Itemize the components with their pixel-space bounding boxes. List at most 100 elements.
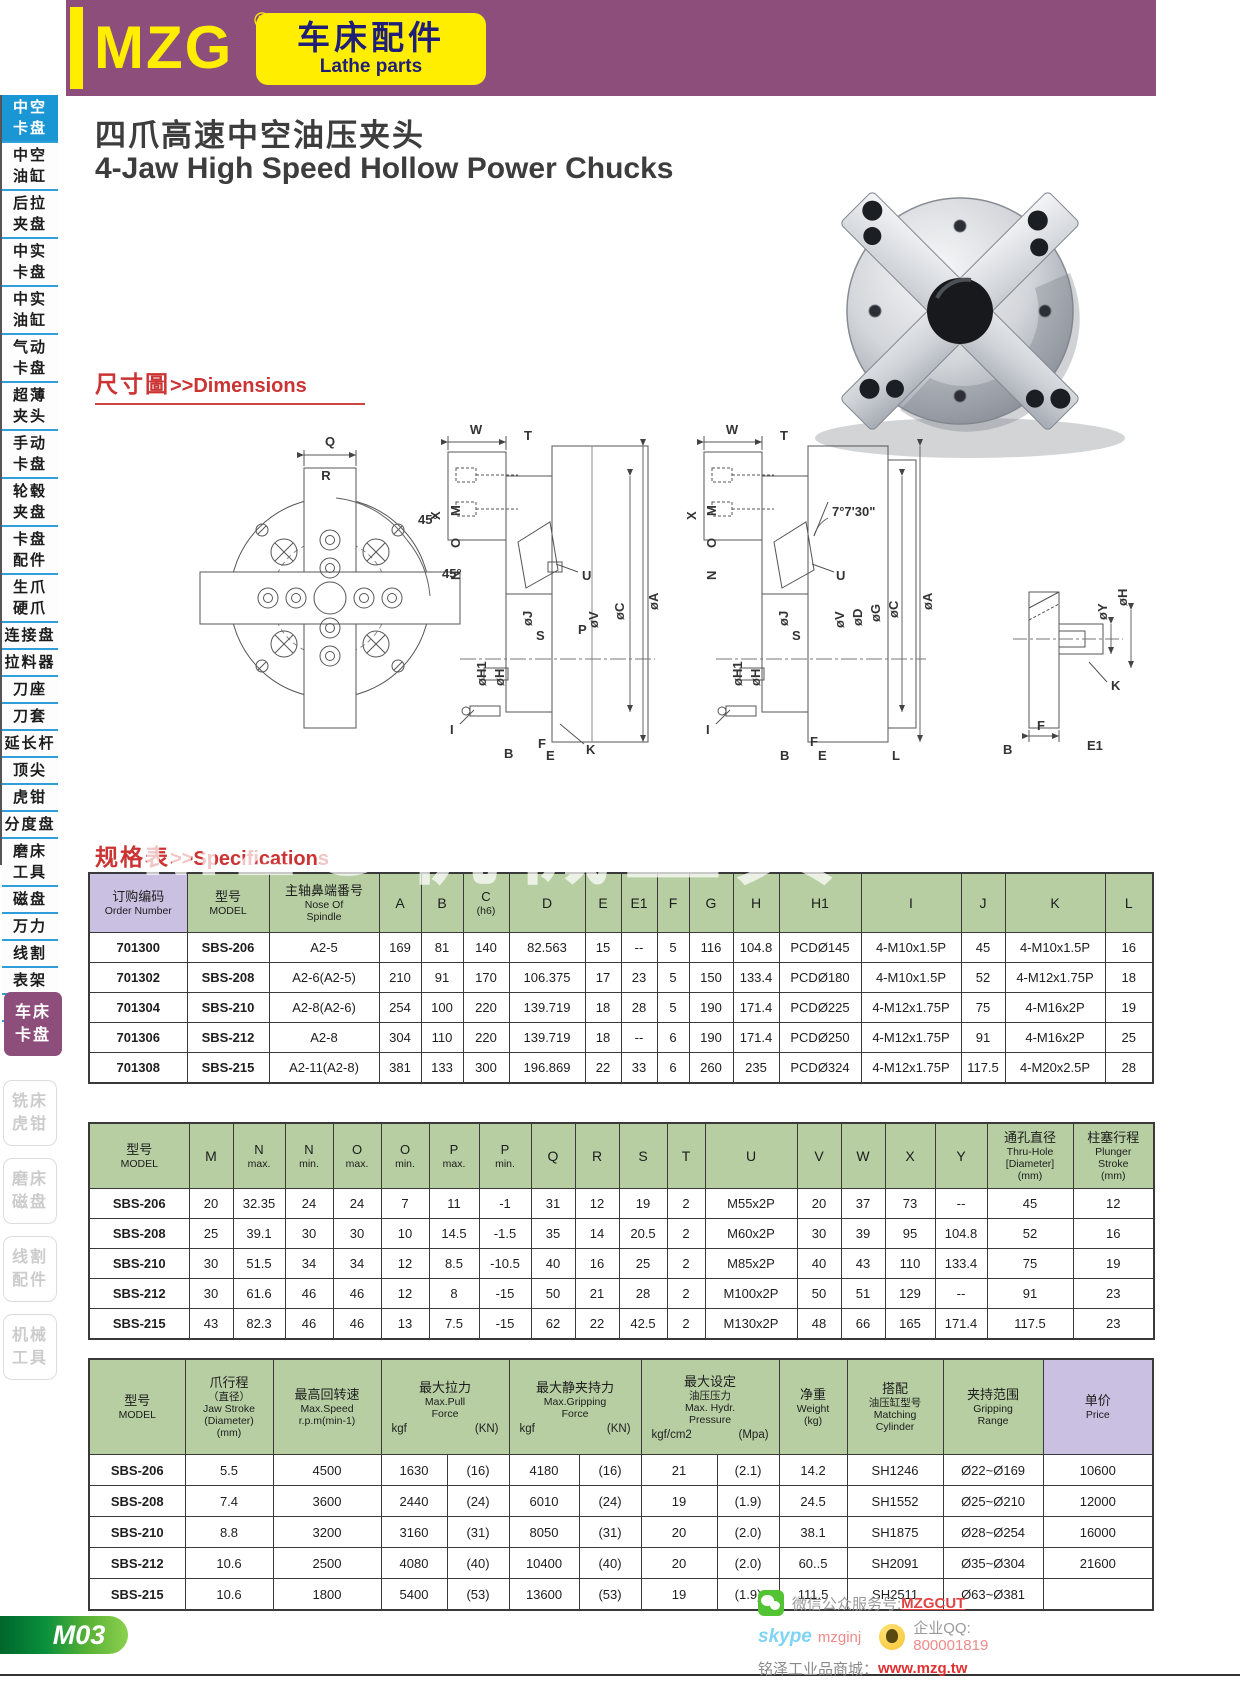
wechat-id-link[interactable]: MZGCUT [901,1594,966,1612]
sidebar-item[interactable]: 气动 卡盘 [2,335,58,383]
table-cell: 3200 [272,1516,382,1548]
bottom-rule [0,1674,1240,1676]
sidebar-item[interactable]: 手动 卡盘 [2,431,58,479]
sidebar-item[interactable]: 顶尖 [2,758,58,785]
table-cell: 701300 [88,932,188,963]
sidebar-item[interactable]: 线割 [2,941,58,968]
table-cell: 14.5 [428,1218,480,1249]
table-cell: (40) [578,1547,642,1579]
sidebar-item[interactable]: 中实 油缸 [2,287,58,335]
table-cell: 24.5 [778,1485,848,1517]
column-header: C (h6) [462,872,510,933]
table-cell: 110 [884,1248,936,1279]
table-cell: A2-8 [268,1022,380,1053]
dim-label: F [538,736,546,751]
dim-label: øH1 [474,661,489,686]
qq-icon [879,1624,906,1650]
column-header: T [666,1122,706,1189]
sidebar-item[interactable]: 拉料器 [2,650,58,677]
column-header: E [584,872,622,933]
table-cell: 14.2 [778,1454,848,1486]
sidebar-item[interactable]: 万力 [2,914,58,941]
dim-label: 7°7'30" [832,504,875,519]
dim-label: M [704,505,719,516]
sidebar-item[interactable]: 表架 [2,968,58,995]
table-cell: 196.869 [508,1052,586,1084]
table-cell: 116 [688,932,734,963]
sidebar-item[interactable]: 分度盘 [2,812,58,839]
sidebar-current-section[interactable]: 车床 卡盘 [4,992,62,1056]
table-cell: 20 [188,1188,234,1219]
wechat-icon [758,1590,784,1616]
table-cell: Ø63~Ø381 [942,1578,1044,1611]
side-view-drawing: øY øH K F E1 B [1003,589,1134,757]
table-cell: SBS-212 [88,1278,190,1309]
table-cell: 25 [188,1218,234,1249]
column-header: 爪行程 （直径） Jaw Stroke (Diameter) (mm) [184,1358,274,1455]
sidebar-item[interactable]: 后拉 夹盘 [2,191,58,239]
table-row: SBS-206 5.5 4500 1630 (16) 4180 (16) 21 (2.1) 14.… [88,1454,1154,1486]
sidebar-item[interactable]: 卡盘 配件 [2,527,58,575]
sidebar-item-disabled: 磨床 磁盘 [3,1158,57,1224]
sidebar-item[interactable]: 生爪 硬爪 [2,575,58,623]
table-cell: 2440 [380,1485,448,1517]
sidebar-item[interactable]: 超薄 夹头 [2,383,58,431]
table-cell: 4-M12x1.75P [1004,962,1106,993]
table-cell: 150 [688,962,734,993]
mall-url-link[interactable]: www.mzg.tw [878,1660,968,1677]
table-cell: 5.5 [184,1454,274,1486]
table-cell: 171.4 [732,992,780,1023]
column-header: L [1104,872,1154,933]
table-cell: 235 [732,1052,780,1084]
table-cell: 8.5 [428,1248,480,1279]
table-cell: SBS-206 [88,1188,190,1219]
sidebar-item[interactable]: 中空 油缸 [2,143,58,191]
table-cell: 46 [332,1308,382,1340]
sidebar-item[interactable]: 刀座 [2,677,58,704]
table-cell: 30 [332,1218,382,1249]
table-cell: 24 [284,1188,334,1219]
sidebar-item[interactable]: 轮毂 夹盘 [2,479,58,527]
dim-label: E1 [1087,738,1103,753]
table-cell: (1.9) [716,1485,780,1517]
column-header: W [840,1122,886,1189]
table-cell: SBS-215 [88,1578,186,1611]
dimension-drawings: Q R 45° 45° [199,422,1134,763]
table-cell: SBS-208 [88,1485,186,1517]
table-cell: 20 [796,1188,842,1219]
dim-label: T [780,428,788,443]
table-cell: 30 [796,1218,842,1249]
table-cell: 117.5 [986,1308,1074,1340]
table-cell: SBS-210 [88,1516,186,1548]
table-cell: 12 [574,1188,620,1219]
table-row: SBS-215 43 82.3 46 46 13 7.5 -15 62 22 42.5 2 M130x2… [88,1308,1155,1340]
sidebar-item[interactable]: 虎钳 [2,785,58,812]
table-cell: (16) [446,1454,510,1486]
table-cell: 34 [332,1248,382,1279]
section-view-2-drawing: W T 7°7'30" X M O N U øJ S øV øD øG øC ø… [684,422,935,763]
table-cell: 190 [688,1022,734,1053]
sidebar-item[interactable]: 中实 卡盘 [2,239,58,287]
table-cell: 18 [1104,962,1154,993]
table-cell: Ø28~Ø254 [942,1516,1044,1548]
dim-label: B [780,748,789,763]
sidebar-item[interactable]: 连接盘 [2,623,58,650]
table-cell: 254 [378,992,422,1023]
sidebar-item[interactable]: 中空 卡盘 [2,95,58,143]
table-cell: 8.8 [184,1516,274,1548]
sidebar-item[interactable]: 磁盘 [2,887,58,914]
table-cell: 61.6 [232,1278,286,1309]
table-cell: 4180 [508,1454,580,1486]
sidebar-item[interactable]: 磨床 工具 [2,839,58,887]
sidebar-item[interactable]: 刀套 [2,704,58,731]
table-cell: 2500 [272,1547,382,1579]
table-cell: -- [620,1022,658,1053]
dim-label: øD [850,609,865,626]
sidebar-item[interactable]: 延长杆 [2,731,58,758]
dimensions-section-label: 尺寸圖>>Dimensions [95,365,365,405]
dim-label: øC [612,602,627,620]
table-cell: 4-M12x1.75P [860,992,962,1023]
table-cell: 6 [656,1052,690,1084]
